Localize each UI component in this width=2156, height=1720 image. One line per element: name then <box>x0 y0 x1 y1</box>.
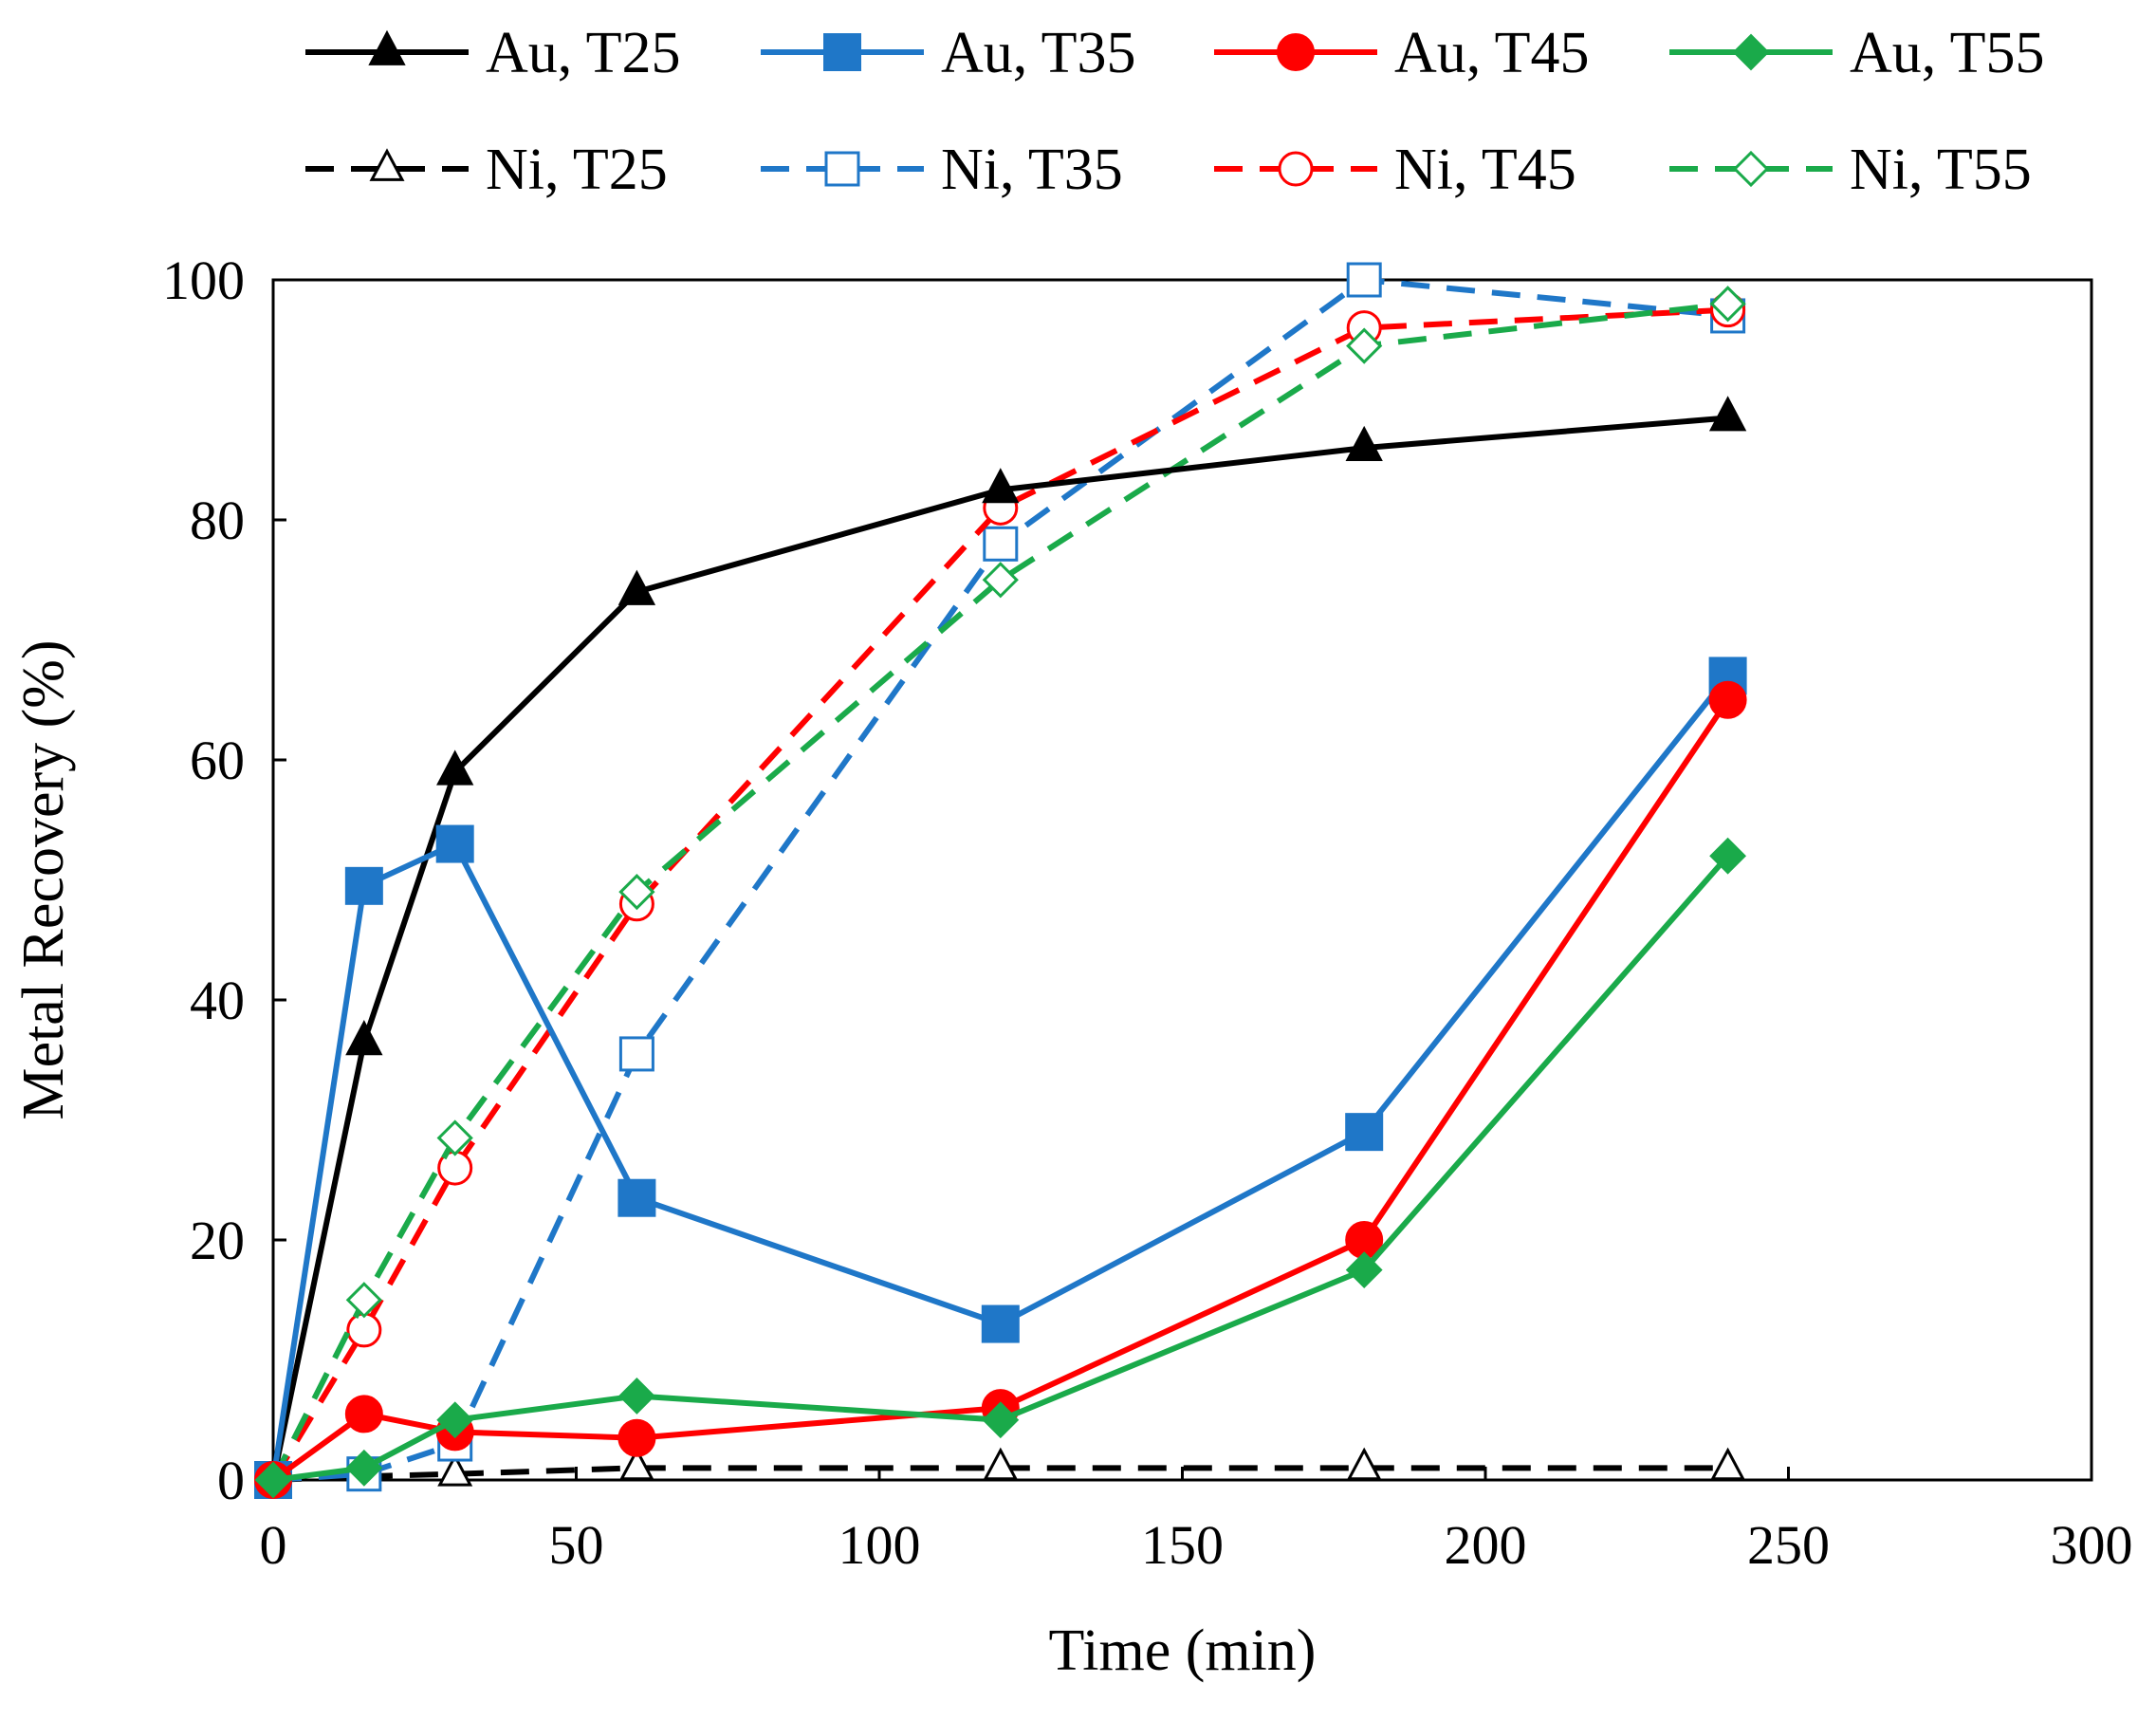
legend-label: Ni, T25 <box>486 138 668 202</box>
legend-label: Ni, T55 <box>1850 138 2032 202</box>
legend-entry-au-t45: Au, T45 <box>1214 21 1590 85</box>
data-point-au-t55 <box>1345 1251 1383 1289</box>
data-point-au-t25 <box>345 1020 383 1056</box>
x-tick-label: 300 <box>2051 1514 2133 1576</box>
data-point-au-t35 <box>981 1304 1020 1343</box>
x-tick-label: 100 <box>838 1514 921 1576</box>
y-tick-label: 80 <box>190 490 245 551</box>
data-point-au-t45 <box>617 1418 656 1457</box>
data-point-ni-t25 <box>1710 1447 1746 1481</box>
legend-marker <box>1277 33 1315 71</box>
legend-entry-ni-t25: Ni, T25 <box>305 138 668 202</box>
data-point-au-t35 <box>617 1178 656 1217</box>
legend-label: Au, T25 <box>486 21 681 85</box>
legend-label: Au, T45 <box>1394 21 1590 85</box>
legend-entry-ni-t55: Ni, T55 <box>1669 138 2032 202</box>
legend-entry-au-t55: Au, T55 <box>1669 21 2045 85</box>
data-point-au-t25 <box>982 468 1020 504</box>
data-point-ni-t55 <box>345 1282 382 1319</box>
y-tick-label: 60 <box>190 730 245 791</box>
data-point-au-t45 <box>344 1395 383 1433</box>
data-point-ni-t25 <box>983 1447 1019 1481</box>
series-au-t25 <box>254 396 1747 1493</box>
data-point-ni-t55 <box>1346 327 1383 364</box>
legend-entry-ni-t35: Ni, T35 <box>761 138 1123 202</box>
data-point-ni-t55 <box>982 562 1019 599</box>
legend: Au, T25 Au, T35 Au, T45 Au, T55 Ni, T25 Ni, T… <box>305 21 2045 202</box>
legend-marker <box>368 29 406 65</box>
y-tick-label: 0 <box>217 1450 245 1511</box>
x-tick-label: 50 <box>549 1514 604 1576</box>
data-point-au-t55 <box>436 1401 474 1439</box>
data-point-au-t55 <box>254 1461 292 1499</box>
data-point-au-t55 <box>345 1449 383 1487</box>
series-au-t35 <box>254 657 1747 1499</box>
axis-ticks: 0 50 100 150 200 250 300 0 20 40 60 80 100 <box>162 250 2133 1576</box>
series-au-t55 <box>254 837 1747 1499</box>
series-line-ni-t35 <box>272 277 1728 1483</box>
legend-label: Ni, T35 <box>941 138 1123 202</box>
data-point-ni-t25 <box>437 1452 473 1487</box>
legend-marker <box>824 151 860 187</box>
data-point-au-t25 <box>617 569 656 605</box>
x-tick-label: 200 <box>1445 1514 1527 1576</box>
data-point-ni-t25 <box>618 1447 654 1481</box>
x-tick-label: 250 <box>1747 1514 1830 1576</box>
legend-marker <box>823 33 861 71</box>
series-layer <box>254 262 1747 1499</box>
data-point-ni-t45 <box>346 1312 382 1348</box>
data-point-au-t55 <box>1709 837 1747 875</box>
legend-label: Au, T55 <box>1850 21 2045 85</box>
legend-marker <box>1732 150 1770 188</box>
data-point-au-t45 <box>1708 680 1747 719</box>
data-point-au-t25 <box>436 749 474 786</box>
legend-entry-ni-t45: Ni, T45 <box>1214 138 1576 202</box>
legend-entry-au-t35: Au, T35 <box>761 21 1136 85</box>
data-point-au-t35 <box>435 824 474 863</box>
series-ni-t25 <box>255 1447 1746 1492</box>
data-point-au-t55 <box>982 1401 1020 1439</box>
data-point-ni-t25 <box>1346 1447 1382 1481</box>
data-point-ni-t55 <box>1709 286 1746 323</box>
y-tick-label: 20 <box>190 1210 245 1271</box>
data-point-au-t55 <box>617 1378 655 1415</box>
data-point-ni-t35 <box>1346 262 1382 298</box>
x-tick-label: 150 <box>1141 1514 1224 1576</box>
data-point-au-t25 <box>1345 425 1383 462</box>
data-point-ni-t35 <box>983 526 1019 562</box>
y-axis-title: Metal Recovery (%) <box>11 639 76 1119</box>
data-point-ni-t35 <box>618 1036 654 1072</box>
legend-label: Ni, T45 <box>1394 138 1576 202</box>
data-point-ni-t55 <box>436 1119 473 1156</box>
x-axis-title: Time (min) <box>1049 1618 1317 1683</box>
x-tick-label: 0 <box>260 1514 287 1576</box>
data-point-au-t35 <box>344 866 383 905</box>
y-tick-label: 100 <box>162 250 245 311</box>
data-point-ni-t55 <box>618 874 655 911</box>
legend-label: Au, T35 <box>941 21 1136 85</box>
data-point-au-t25 <box>1708 396 1747 432</box>
y-tick-label: 40 <box>190 970 245 1031</box>
legend-entry-au-t25: Au, T25 <box>305 21 681 85</box>
legend-marker <box>369 148 405 181</box>
legend-marker <box>1732 33 1770 71</box>
legend-marker <box>1278 151 1314 187</box>
data-point-au-t35 <box>1345 1113 1384 1152</box>
